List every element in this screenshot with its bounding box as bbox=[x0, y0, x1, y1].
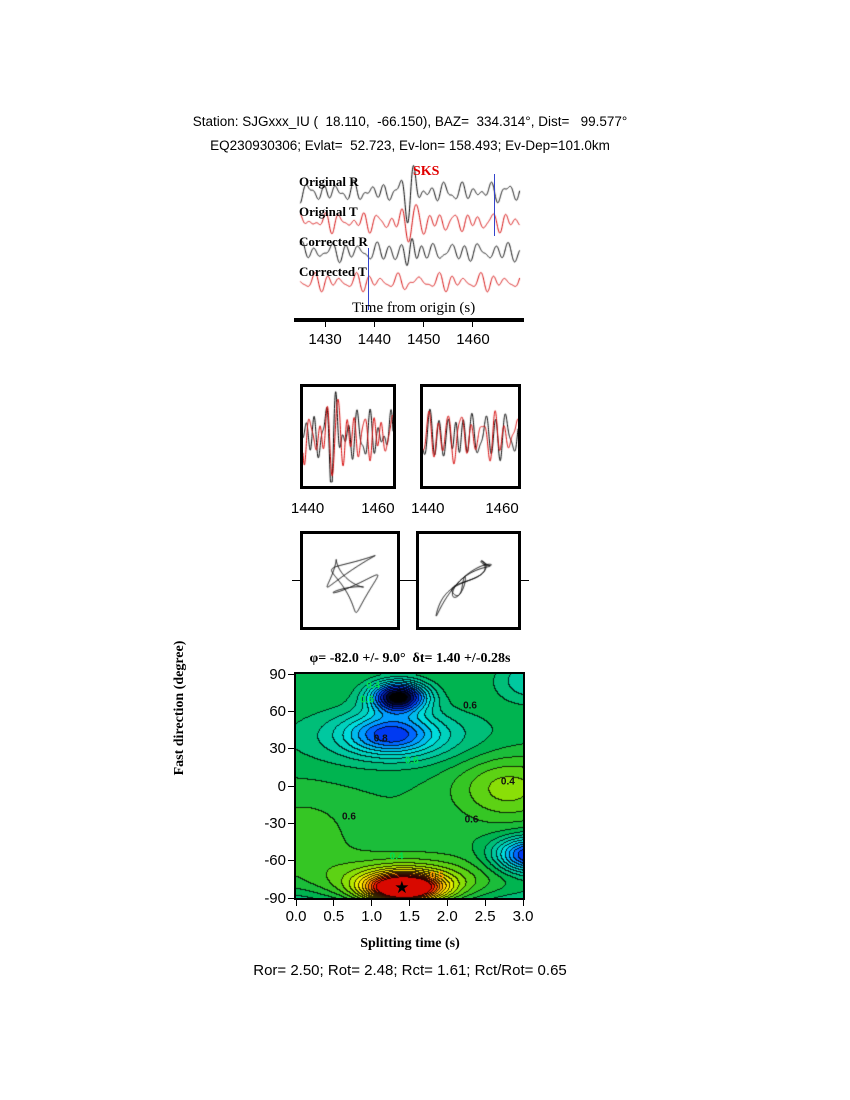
contour-annotation: 0.4 bbox=[389, 851, 404, 863]
contour-annotation: 0.8 bbox=[373, 733, 388, 745]
trace-label-corrected-t: Corrected T bbox=[299, 264, 367, 279]
misfit-surface-plot bbox=[296, 674, 523, 898]
splitting-time-tick-label: 0.0 bbox=[285, 908, 307, 925]
quality-stats: Ror= 2.50; Rot= 2.48; Rct= 1.61; Rct/Rot… bbox=[253, 962, 567, 979]
splitting-time-tick-mark bbox=[333, 900, 335, 906]
splitting-time-tick-mark bbox=[295, 900, 297, 906]
fast-direction-tick-mark bbox=[288, 710, 294, 712]
particle-motion-corrected-plot bbox=[419, 534, 518, 627]
contour-annotation: 0.4 bbox=[366, 680, 381, 692]
fast-direction-tick-label: 30 bbox=[269, 740, 286, 758]
trace-label-original-t: Original T bbox=[299, 204, 358, 219]
splitting-time-tick-label: 1.0 bbox=[361, 908, 383, 925]
splitting-time-tick-label: 2.0 bbox=[436, 908, 458, 925]
time-tick-mark bbox=[472, 322, 474, 327]
splitting-time-tick-mark bbox=[522, 900, 524, 906]
splitting-time-tick-mark bbox=[371, 900, 373, 906]
splitting-time-tick-label: 2.5 bbox=[474, 908, 496, 925]
time-tick-mark bbox=[373, 322, 375, 327]
zoom-corrected-plot bbox=[423, 387, 518, 486]
splitting-time-tick-mark bbox=[484, 900, 486, 906]
splitting-result-title: φ= -82.0 +/- 9.0° δt= 1.40 +/-0.28s bbox=[309, 651, 511, 666]
zoom-tick-label: 1460 bbox=[361, 500, 395, 517]
splitting-time-axis-title: Splitting time (s) bbox=[360, 936, 460, 951]
contour-annotation: 0.4 bbox=[500, 776, 515, 788]
fast-direction-tick-mark bbox=[288, 748, 294, 750]
window-start-line bbox=[368, 248, 369, 310]
misfit-surface-frame bbox=[294, 672, 525, 900]
fast-direction-tick-mark bbox=[288, 673, 294, 675]
zoom-tick-label: 1460 bbox=[485, 500, 519, 517]
contour-annotation: 0.6 bbox=[360, 694, 375, 706]
time-tick-label: 1450 bbox=[406, 331, 441, 348]
contour-annotation: 0.6 bbox=[463, 700, 477, 712]
time-tick-label: 1440 bbox=[357, 331, 392, 348]
time-axis-title: Time from origin (s) bbox=[352, 300, 476, 316]
fast-direction-tick-label: 90 bbox=[269, 665, 286, 683]
fast-direction-tick-label: -30 bbox=[264, 814, 286, 832]
time-tick-label: 1430 bbox=[308, 331, 342, 348]
particle-motion-box-corrected bbox=[416, 531, 521, 630]
zoom-box-original bbox=[300, 384, 396, 489]
splitting-time-tick-label: 1.5 bbox=[399, 908, 420, 925]
best-solution-star: ★ bbox=[394, 877, 410, 897]
fast-direction-axis-title: Fast direction (degree) bbox=[172, 640, 187, 776]
zoom-tick-label: 1440 bbox=[411, 500, 445, 517]
splitting-time-tick-label: 3.0 bbox=[512, 908, 534, 925]
particle-motion-original-plot bbox=[303, 534, 397, 627]
fast-direction-tick-mark bbox=[288, 860, 294, 862]
sks-phase-label: SKS bbox=[413, 164, 440, 179]
contour-annotation: 0.6 bbox=[342, 811, 356, 823]
zoom-box-corrected bbox=[420, 384, 521, 489]
fast-direction-tick-label: 0 bbox=[277, 777, 286, 795]
zoom-original-plot bbox=[303, 387, 393, 486]
trace-label-original-r: Original R bbox=[299, 174, 359, 189]
time-axis-bar bbox=[294, 318, 524, 322]
fast-direction-tick-mark bbox=[288, 897, 294, 899]
splitting-time-tick-mark bbox=[409, 900, 410, 906]
window-end-line bbox=[494, 174, 495, 236]
zoom-tick-label: 1440 bbox=[290, 500, 325, 517]
time-tick-label: 1460 bbox=[456, 331, 490, 348]
fast-direction-tick-mark bbox=[288, 822, 294, 824]
fast-direction-tick-label: -60 bbox=[264, 852, 286, 870]
particle-motion-box-original bbox=[300, 531, 400, 630]
event-info: EQ230930306; Evlat= 52.723, Ev-lon= 158.… bbox=[210, 138, 610, 153]
fast-direction-tick-label: 60 bbox=[269, 702, 286, 720]
station-info: Station: SJGxxx_IU ( 18.110, -66.150), B… bbox=[192, 114, 628, 129]
contour-annotation: 0.5 bbox=[429, 870, 444, 882]
splitting-time-tick-label: 0.5 bbox=[323, 908, 345, 925]
time-tick-mark bbox=[324, 322, 326, 327]
trace-label-corrected-r: Corrected R bbox=[299, 234, 368, 249]
fast-direction-tick-label: -90 bbox=[264, 889, 286, 907]
fast-direction-tick-mark bbox=[288, 785, 294, 787]
contour-annotation: 0.6 bbox=[404, 755, 419, 767]
contour-annotation: 0.6 bbox=[464, 814, 479, 826]
splitting-time-tick-mark bbox=[446, 900, 448, 906]
time-tick-mark bbox=[423, 322, 425, 327]
